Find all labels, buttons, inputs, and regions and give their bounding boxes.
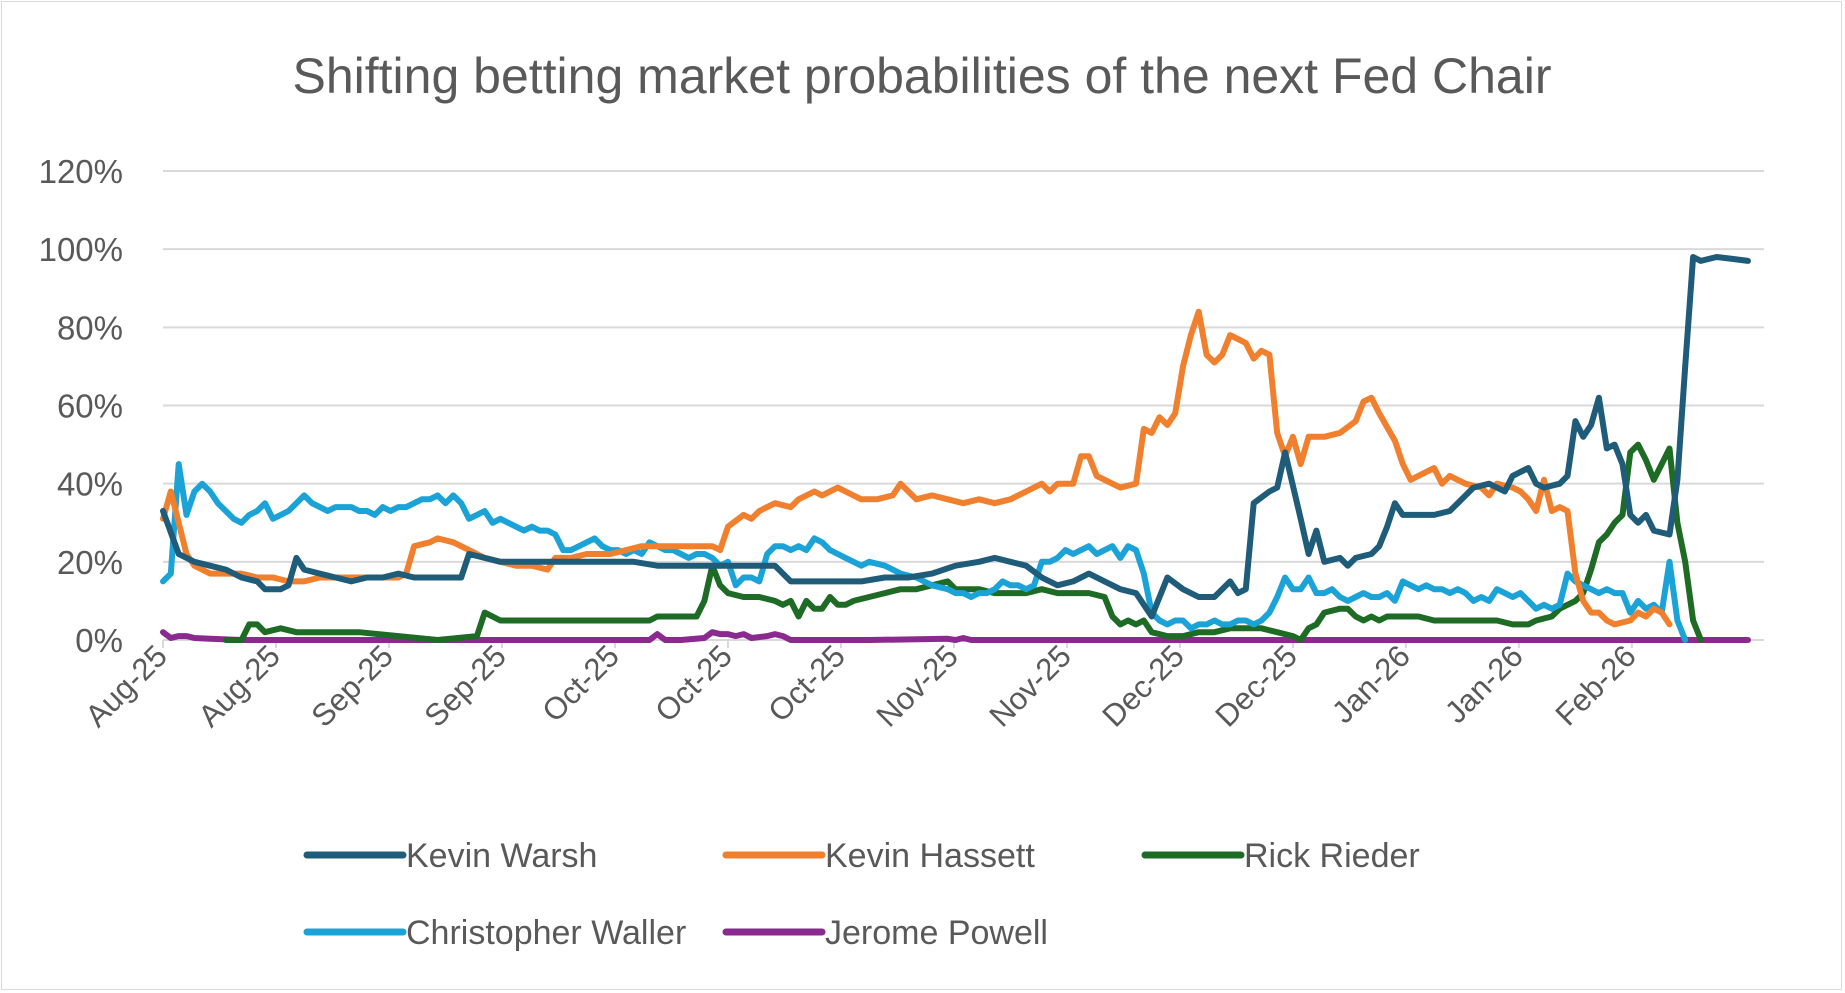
x-tick-label: Oct-25: [535, 638, 626, 729]
x-tick-label: Nov-25: [982, 638, 1077, 733]
gridlines: [163, 170, 1764, 641]
series-line-kevin-warsh: [160, 254, 1751, 620]
legend: Kevin Warsh Kevin Hassett Rick Rieder Chris…: [303, 837, 1420, 952]
y-tick-label: 0%: [75, 622, 123, 659]
legend-label: Jerome Powell: [825, 914, 1048, 952]
chart-title: Shifting betting market probabilities of…: [292, 48, 1551, 104]
x-tick-label: Oct-25: [761, 638, 852, 729]
y-axis-ticks: 0% 20% 40% 60% 80% 100% 120%: [39, 153, 123, 659]
x-tick-label: Dec-25: [1208, 638, 1303, 733]
x-tick-label: Dec-25: [1095, 638, 1190, 733]
x-tick-label: Oct-25: [648, 638, 739, 729]
series-lines: [160, 254, 1751, 643]
x-tick-label: Nov-25: [869, 638, 964, 733]
y-tick-label: 100%: [39, 231, 123, 268]
legend-label: Christopher Waller: [406, 914, 686, 952]
legend-label: Rick Rieder: [1244, 837, 1420, 875]
series-line-rick-rieder: [222, 441, 1704, 643]
y-tick-label: 40%: [57, 466, 123, 503]
y-tick-label: 120%: [39, 153, 123, 190]
x-tick-label: Feb-26: [1549, 638, 1643, 732]
legend-label: Kevin Hassett: [825, 837, 1035, 875]
y-tick-label: 60%: [57, 388, 123, 425]
x-tick-label: Sep-25: [304, 638, 399, 733]
x-tick-label: Aug-25: [192, 638, 287, 733]
y-tick-label: 80%: [57, 309, 123, 346]
x-tick-label: Jan-26: [1438, 638, 1530, 730]
y-tick-label: 20%: [57, 544, 123, 581]
legend-label: Kevin Warsh: [406, 837, 597, 875]
x-axis-ticks: Aug-25 Aug-25 Sep-25 Sep-25 Oct-25 Oct-25 Oct-…: [79, 638, 1643, 733]
x-tick-label: Jan-26: [1325, 638, 1417, 730]
series-line-jerome-powell: [160, 629, 1751, 643]
x-tick-label: Sep-25: [417, 638, 512, 733]
series-line-christopher-waller: [160, 461, 1689, 643]
